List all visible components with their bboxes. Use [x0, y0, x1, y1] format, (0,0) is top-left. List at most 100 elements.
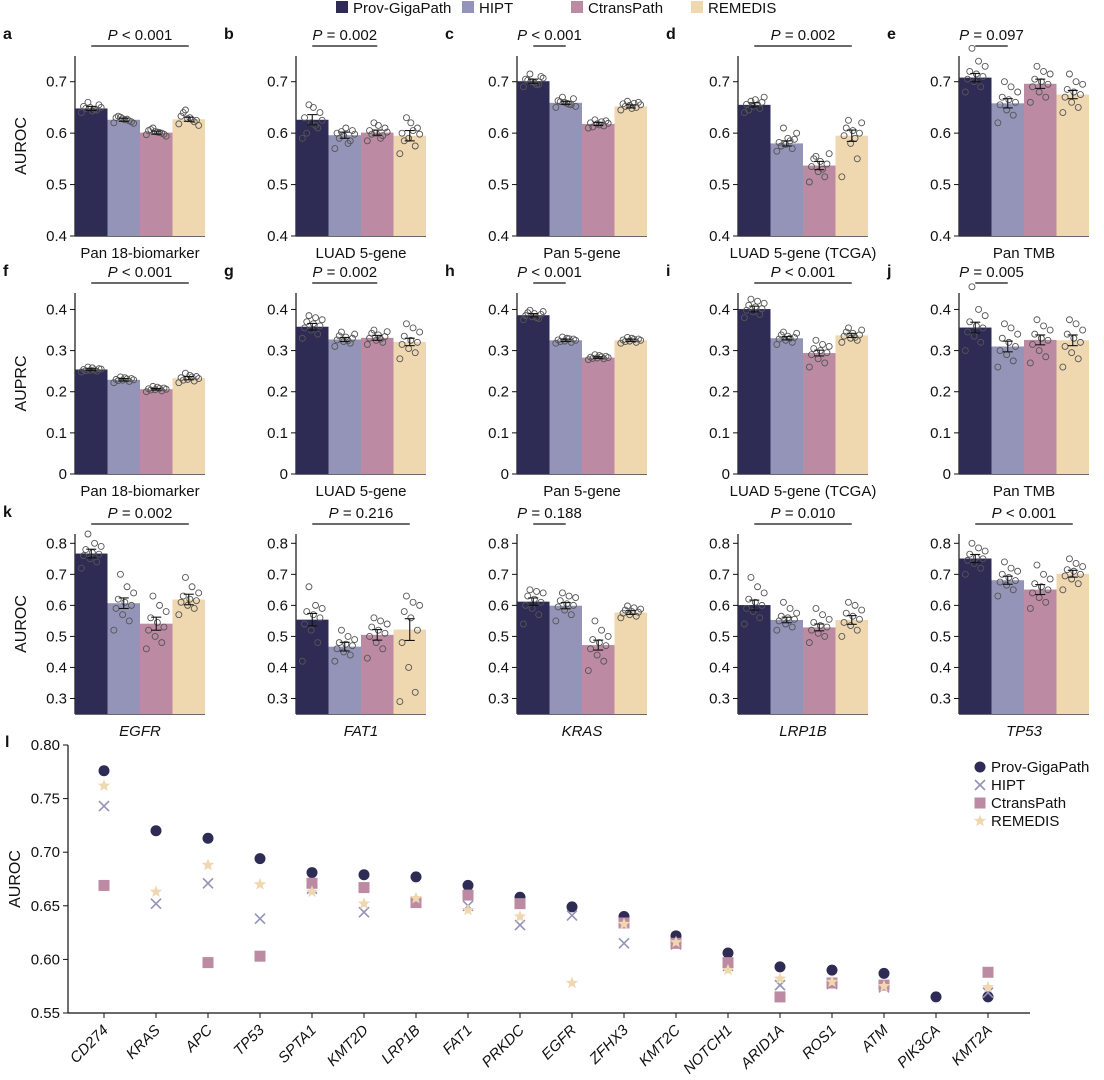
data-point	[318, 316, 326, 324]
data-point	[1033, 316, 1041, 324]
data-point	[177, 112, 185, 120]
y-tick-label: 0.3	[488, 343, 509, 360]
panel-letter-e: e	[887, 26, 896, 43]
data-point	[147, 614, 155, 622]
point-hipt	[566, 909, 578, 922]
data-point	[961, 88, 969, 96]
x-axis-label: KRAS	[562, 723, 603, 740]
legend-marker-remedis	[973, 814, 987, 827]
data-point	[604, 354, 612, 362]
data-point	[351, 130, 359, 138]
data-point	[1079, 326, 1087, 334]
p-value-label: P = 0.002	[312, 264, 377, 281]
data-point	[537, 73, 545, 81]
point-remedis	[721, 963, 735, 976]
legend-swatch-hipt	[462, 1, 474, 13]
data-point	[1068, 575, 1076, 583]
data-point	[84, 530, 92, 538]
data-point	[845, 116, 852, 124]
data-point	[966, 67, 974, 75]
point-remedis	[461, 903, 475, 916]
bar-hipt	[991, 346, 1024, 474]
p-rest: = 0.188	[527, 505, 582, 522]
y-tick-label: 0.4	[267, 228, 288, 245]
data-point	[821, 173, 829, 181]
data-point	[305, 583, 313, 591]
p-rest: = 0.216	[339, 505, 394, 522]
y-tick-label: 0.4	[267, 659, 288, 676]
bar-ctranspath	[361, 337, 394, 474]
y-tick-label: 0.2	[488, 384, 509, 401]
data-point	[1074, 355, 1082, 363]
y-tick-label: 0.6	[46, 125, 67, 142]
data-point	[624, 97, 631, 105]
data-point	[740, 314, 748, 322]
data-point	[849, 612, 857, 620]
data-point	[780, 598, 787, 606]
data-point	[305, 101, 313, 109]
bar-prov-gigapath	[75, 369, 108, 474]
data-point	[975, 544, 982, 552]
bar-remedis	[393, 341, 426, 474]
panel-d: 0.4 0.5 0.6 0.7 P = 0.002 LUAD 5-gene (TCGA) d	[666, 26, 876, 262]
data-point	[398, 340, 406, 348]
data-point	[1037, 583, 1045, 591]
p-letter: P	[959, 264, 969, 281]
data-point	[567, 611, 575, 619]
data-point	[760, 589, 768, 597]
p-letter: P	[108, 264, 118, 281]
y-tick-label: 0.4	[930, 659, 951, 676]
data-point	[127, 601, 135, 609]
p-letter: P	[312, 264, 322, 281]
data-point	[780, 328, 787, 336]
data-point	[570, 95, 577, 103]
data-point	[630, 99, 638, 107]
point-hipt	[358, 906, 370, 918]
bar-ctranspath	[803, 353, 836, 474]
data-point	[1001, 320, 1008, 328]
data-point	[745, 301, 753, 309]
p-letter: P	[329, 505, 339, 522]
data-point	[400, 332, 408, 340]
data-point	[773, 147, 781, 155]
data-point	[565, 592, 573, 600]
data-point	[621, 606, 629, 614]
bar-hipt	[328, 135, 361, 236]
legend-marker-prov-gigapath	[974, 761, 986, 773]
point-prov-gigapath	[98, 765, 110, 777]
y-tick-label: 0.4	[488, 228, 509, 245]
panel-e: 0.4 0.5 0.6 0.7 P = 0.097 Pan TMB e	[887, 26, 1089, 262]
bar-remedis	[835, 135, 868, 236]
data-point	[316, 109, 324, 117]
data-point	[142, 131, 150, 139]
data-point	[554, 603, 562, 611]
data-point	[149, 382, 157, 390]
data-point	[808, 626, 815, 634]
data-point	[407, 336, 415, 344]
p-letter: P	[312, 27, 322, 44]
data-point	[825, 150, 833, 158]
data-point	[335, 332, 343, 340]
data-point	[414, 338, 421, 346]
y-tick-label: 0	[280, 466, 288, 483]
data-point	[153, 618, 161, 626]
y-tick-label: 0.8	[488, 535, 509, 552]
p-letter: P	[517, 505, 527, 522]
panel-fat1: 0.3 0.4 0.5 0.6 0.7 0.8 P = 0.216 FAT1	[267, 505, 426, 740]
data-point	[838, 338, 846, 346]
point-remedis	[305, 885, 319, 898]
data-point	[996, 347, 1004, 355]
data-point	[1040, 322, 1048, 330]
data-point	[303, 318, 311, 326]
data-point	[368, 623, 376, 631]
data-point	[1079, 80, 1087, 88]
data-point	[368, 130, 376, 138]
data-point	[773, 626, 781, 634]
data-point	[537, 598, 545, 606]
data-point	[539, 589, 547, 597]
x-axis-label: Pan 18-biomarker	[80, 483, 199, 500]
data-point	[756, 310, 764, 318]
data-point	[312, 601, 319, 609]
data-point	[751, 303, 759, 311]
data-point	[821, 632, 829, 640]
